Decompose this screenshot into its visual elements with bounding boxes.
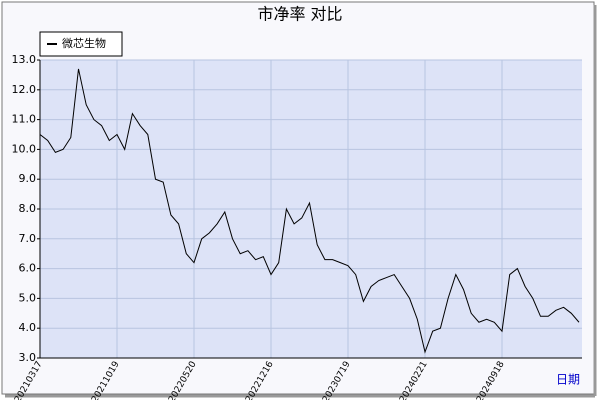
y-tick-label: 3.0 <box>19 351 37 364</box>
legend-label: 微芯生物 <box>62 36 106 50</box>
line <box>39 68 580 354</box>
y-tick-label: 7.0 <box>19 232 37 245</box>
y-tick-label: 5.0 <box>19 291 37 304</box>
y-tick-label: 12.0 <box>12 83 37 96</box>
y-tick-label: 9.0 <box>19 172 37 185</box>
chart-title: 市净率 对比 <box>257 5 342 24</box>
y-tick-label: 6.0 <box>19 262 37 275</box>
x-axis-label: 日期 <box>556 373 580 387</box>
y-tick-label: 10.0 <box>12 142 37 155</box>
y-tick-label: 13.0 <box>12 53 37 66</box>
y-tick-label: 8.0 <box>19 202 37 215</box>
y-tick-label: 11.0 <box>12 113 37 126</box>
y-tick-label: 4.0 <box>19 321 37 334</box>
